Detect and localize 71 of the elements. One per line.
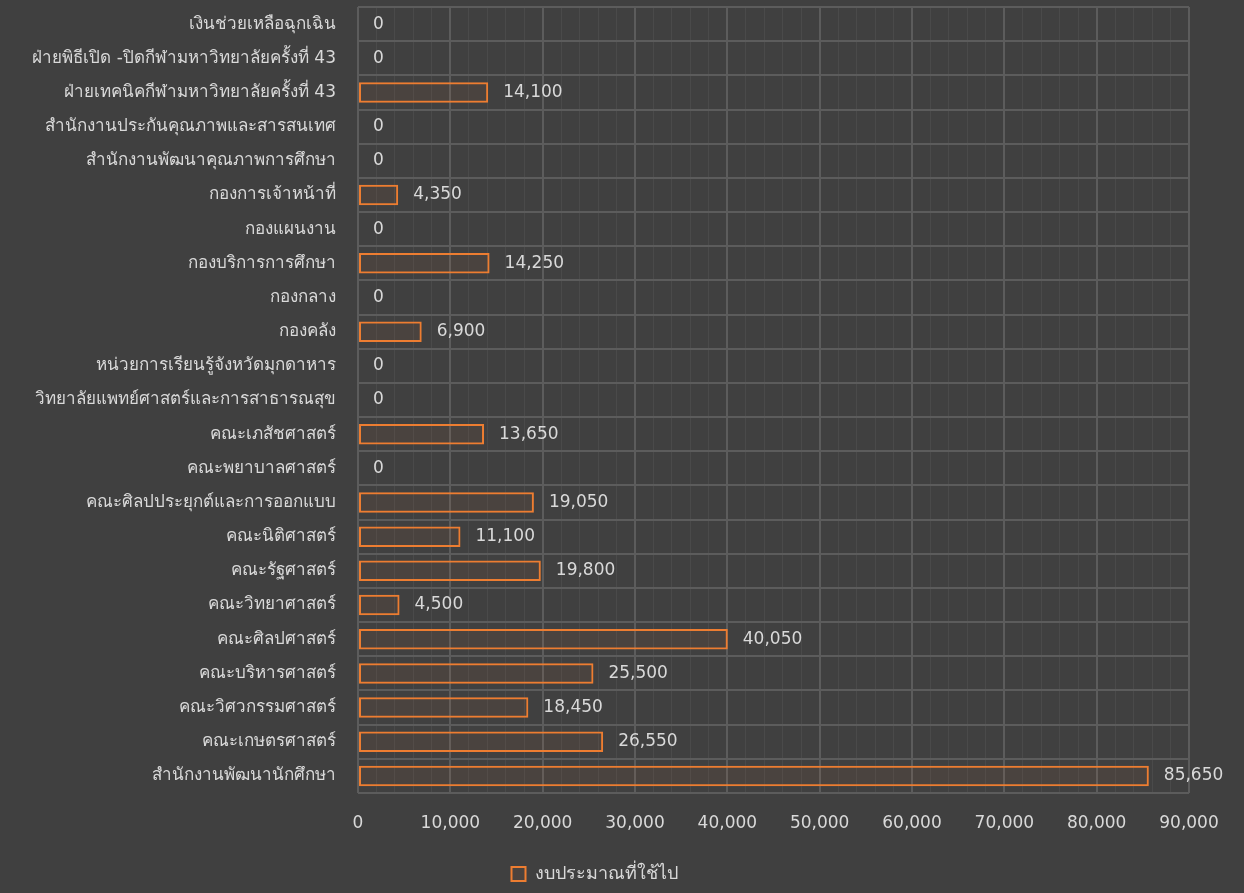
bar (359, 526, 461, 547)
data-label: 11,100 (475, 525, 535, 546)
y-tick-label: คณะเภสัชศาสตร์ (210, 422, 336, 443)
y-tick-label: กองบริการการศึกษา (188, 251, 336, 272)
y-tick-label: หน่วยการเรียนรู้จังหวัดมุกดาหาร (96, 354, 336, 376)
y-tick-label: สำนักงานพัฒนานักศึกษา (152, 764, 336, 785)
y-tick-label: กองกลาง (270, 285, 336, 306)
y-tick-label: คณะรัฐศาสตร์ (231, 559, 336, 581)
data-label: 0 (373, 149, 384, 170)
data-label: 40,050 (742, 627, 803, 648)
y-tick-label: คณะนิติศาสตร์ (226, 525, 336, 546)
data-label: 18,450 (543, 695, 603, 716)
x-tick-label: 20,000 (512, 811, 573, 832)
bar (359, 253, 490, 274)
y-tick-label: กองคลัง (279, 320, 336, 341)
bar (359, 663, 594, 684)
data-label: 0 (373, 388, 384, 409)
data-label: 19,050 (548, 490, 609, 511)
data-label: 0 (373, 217, 384, 238)
data-label: 26,550 (618, 730, 678, 751)
data-label: 85,650 (1163, 764, 1224, 785)
x-tick-label: 10,000 (420, 811, 481, 832)
data-label: 4,350 (413, 183, 462, 204)
y-tick-label: คณะบริหารศาสตร์ (199, 661, 336, 682)
x-tick-label: 40,000 (697, 811, 758, 832)
y-tick-label: เงินช่วยเหลือฉุกเฉิน (189, 12, 336, 34)
data-label: 0 (373, 354, 384, 375)
y-tick-label: คณะเกษตรศาสตร์ (202, 730, 336, 751)
y-tick-label: สำนักงานประกันคุณภาพและสารสนเทศ (45, 115, 336, 137)
x-tick-label: 70,000 (974, 811, 1035, 832)
y-tick-label: กองแผนงาน (245, 217, 336, 238)
x-tick-label: 90,000 (1159, 811, 1219, 832)
y-tick-label: คณะศิลปประยุกต์และการออกแบบ (86, 490, 336, 512)
y-tick-label: วิทยาลัยแพทย์ศาสตร์และการสาธารณสุข (35, 388, 336, 410)
x-tick-label: 0 (352, 811, 364, 832)
bar (359, 731, 604, 752)
bar (359, 423, 485, 445)
y-tick-label: คณะวิศวกรรมศาสตร์ (179, 695, 336, 716)
bar (359, 492, 534, 513)
data-label: 14,100 (503, 80, 563, 101)
y-tick-label: คณะศิลปศาสตร์ (217, 627, 336, 648)
bar (359, 184, 399, 206)
data-label: 0 (373, 285, 384, 306)
data-label: 4,500 (414, 593, 464, 614)
data-label: 0 (373, 115, 384, 136)
legend-label: งบประมาณที่ใช้ไป (534, 859, 678, 883)
data-label: 0 (373, 456, 384, 477)
x-tick-label: 30,000 (605, 811, 665, 832)
y-tick-label: ฝ่ายเทคนิคกีฬามหาวิทยาลัยครั้งที่ 43 (63, 78, 336, 101)
data-label: 0 (373, 46, 384, 67)
bar (359, 594, 400, 616)
y-tick-label: สำนักงานพัฒนาคุณภาพการศึกษา (86, 149, 336, 171)
y-tick-label: คณะวิทยาศาสตร์ (208, 593, 336, 614)
x-tick-label: 80,000 (1066, 811, 1127, 832)
bar (359, 560, 541, 582)
y-tick-label: ฝ่ายพิธีเปิด -ปิดกีฬามหาวิทยาลัยครั้งที่ 43 (32, 44, 336, 67)
data-label: 6,900 (436, 320, 486, 341)
bar (359, 82, 489, 103)
y-tick-label: กองการเจ้าหน้าที่ (209, 181, 336, 204)
data-label: 0 (373, 12, 384, 33)
x-tick-label: 60,000 (882, 811, 942, 832)
bar (359, 321, 422, 342)
y-tick-label: คณะพยาบาลศาสตร์ (187, 456, 336, 477)
data-label: 14,250 (504, 251, 565, 272)
data-label: 25,500 (608, 661, 668, 682)
bar (359, 628, 728, 650)
bar (359, 765, 1149, 787)
data-label: 19,800 (555, 559, 616, 580)
bar (359, 697, 529, 718)
data-label: 13,650 (499, 422, 559, 443)
x-tick-label: 50,000 (789, 811, 850, 832)
